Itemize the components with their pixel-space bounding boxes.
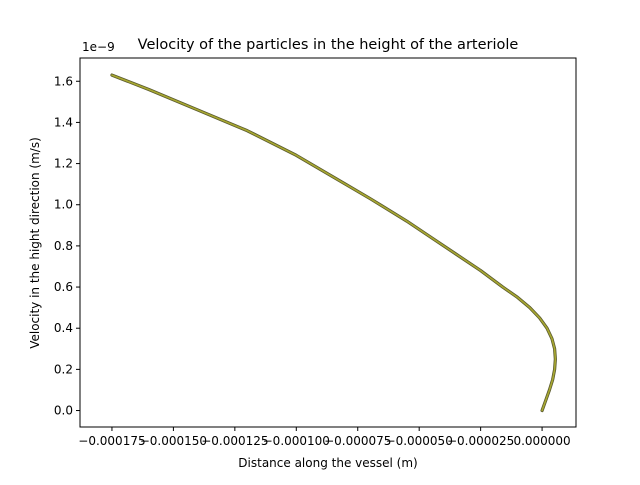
y-tick-label: 1.4 — [54, 115, 73, 129]
chart-title: Velocity of the particles in the height … — [138, 37, 519, 53]
x-tick-label: −0.000175 — [78, 434, 145, 448]
ticks-layer: −0.000175−0.000150−0.000125−0.000100−0.0… — [54, 74, 571, 448]
y-tick-label: 0.4 — [54, 321, 73, 335]
x-axis-label: Distance along the vessel (m) — [238, 456, 417, 470]
x-tick-label: 0.000000 — [513, 434, 570, 448]
y-tick-label: 1.2 — [54, 157, 73, 171]
y-tick-label: 0.8 — [54, 239, 73, 253]
plot-area-frame — [79, 57, 577, 428]
x-tick-label: −0.000150 — [140, 434, 207, 448]
y-tick-label: 0.2 — [54, 362, 73, 376]
y-tick-label: 1.0 — [54, 198, 73, 212]
y-tick-label: 0.0 — [54, 404, 73, 418]
series-layer — [110, 73, 557, 413]
y-tick-label: 0.6 — [54, 280, 73, 294]
x-tick-label: −0.000075 — [324, 434, 391, 448]
x-tick-label: −0.000100 — [263, 434, 330, 448]
series-line — [111, 74, 557, 412]
y-axis-offset-text: 1e−9 — [82, 40, 115, 54]
y-tick-label: 1.6 — [54, 74, 73, 88]
y-axis-label: Velocity in the hight direction (m/s) — [28, 137, 42, 349]
x-tick-label: −0.000125 — [201, 434, 268, 448]
x-tick-label: −0.000025 — [447, 434, 514, 448]
x-tick-label: −0.000050 — [386, 434, 453, 448]
